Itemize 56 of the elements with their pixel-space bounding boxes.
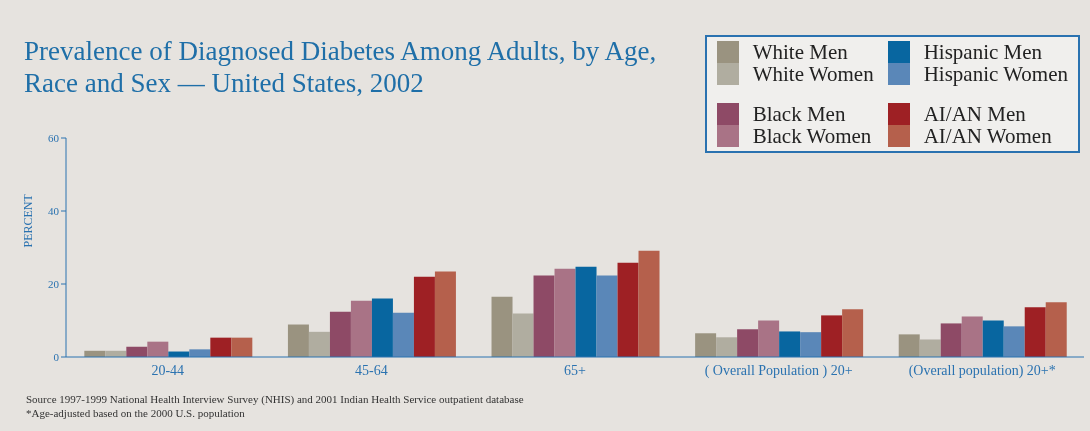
bar bbox=[329, 311, 351, 357]
x-tick-label: ( Overall Population ) 20+ bbox=[704, 362, 853, 379]
bar bbox=[308, 331, 330, 357]
legend-label: AI/AN Women bbox=[923, 124, 1052, 148]
bar bbox=[919, 339, 941, 357]
bar bbox=[371, 298, 393, 357]
bar bbox=[842, 309, 864, 357]
bar bbox=[350, 300, 372, 357]
bar bbox=[1024, 307, 1046, 357]
bar bbox=[1045, 302, 1067, 357]
bar bbox=[392, 312, 414, 357]
legend-label: Black Women bbox=[752, 124, 872, 148]
bar bbox=[210, 337, 232, 357]
bar bbox=[758, 320, 780, 357]
bar bbox=[982, 320, 1004, 357]
x-tick-label: 20-44 bbox=[151, 362, 185, 378]
bar bbox=[147, 341, 169, 357]
bar bbox=[533, 275, 555, 357]
bar bbox=[940, 323, 962, 357]
bar bbox=[961, 316, 983, 357]
bar bbox=[189, 349, 211, 357]
legend-label: Hispanic Men bbox=[923, 40, 1043, 64]
legend-label: White Men bbox=[752, 40, 848, 64]
source-note: Source 1997-1999 National Health Interview Survey (NHIS) and 2001 Indian Health Service outpatient database bbox=[26, 392, 524, 406]
bar bbox=[596, 275, 618, 357]
bar bbox=[617, 262, 639, 357]
bar bbox=[821, 315, 843, 357]
bar bbox=[413, 276, 435, 357]
bar bbox=[491, 296, 513, 357]
bar bbox=[231, 337, 253, 357]
bar bbox=[716, 337, 738, 357]
bar bbox=[779, 331, 801, 357]
bar bbox=[695, 333, 717, 357]
chart-title: Prevalence of Diagnosed Diabetes Among Adults, by Age, Race and Sex — United States, 2002 bbox=[24, 35, 658, 99]
legend-label: Black Men bbox=[752, 102, 846, 126]
y-axis-title: PERCENT bbox=[21, 193, 36, 248]
y-tick-label: 0 bbox=[53, 350, 60, 363]
bar bbox=[434, 271, 456, 357]
y-tick-label: 40 bbox=[48, 204, 60, 217]
legend-label: White Women bbox=[752, 62, 874, 86]
bar bbox=[638, 250, 660, 357]
bar bbox=[575, 266, 597, 357]
bar bbox=[898, 334, 920, 357]
bar bbox=[737, 329, 759, 357]
x-tick-label: (Overall population) 20+* bbox=[908, 362, 1056, 379]
text: *Age-adjusted based on the 2000 U.S. population bbox=[26, 406, 246, 420]
bar bbox=[554, 268, 576, 357]
x-tick-label: 65+ bbox=[564, 362, 587, 378]
x-tick-label: 45-64 bbox=[355, 362, 388, 378]
y-tick-label: 60 bbox=[48, 131, 60, 144]
legend-label: AI/AN Men bbox=[923, 102, 1026, 126]
bar bbox=[512, 313, 534, 357]
bar bbox=[287, 324, 309, 357]
bar bbox=[1003, 326, 1025, 357]
y-tick-label: 20 bbox=[48, 277, 60, 290]
bar bbox=[800, 332, 822, 357]
